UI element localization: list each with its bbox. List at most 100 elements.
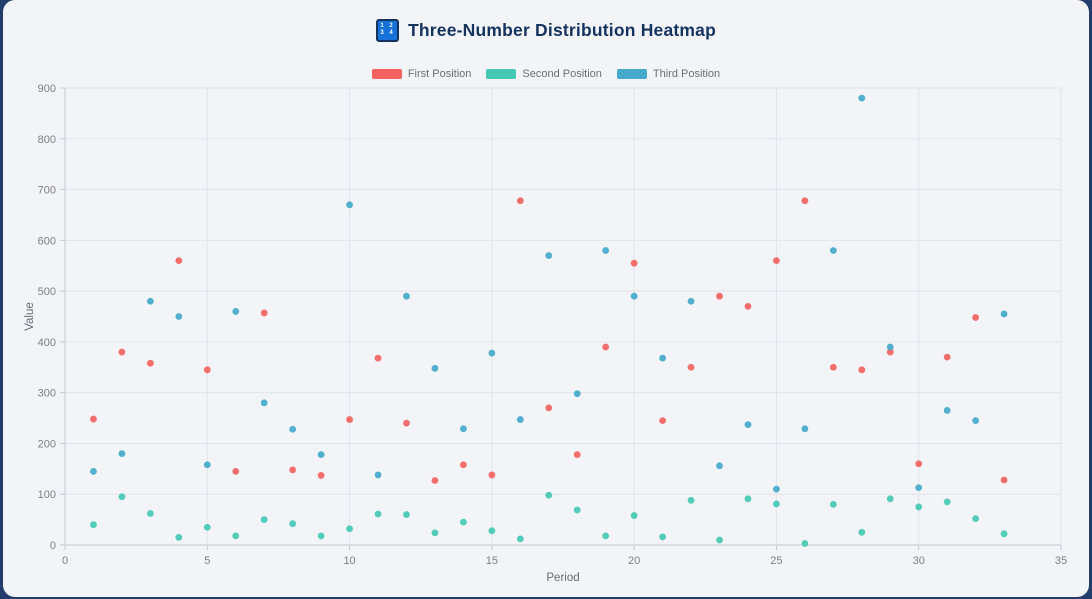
data-point[interactable] (403, 419, 410, 427)
data-point[interactable] (886, 495, 894, 503)
legend-item-first-position[interactable]: First Position (371, 68, 471, 80)
data-point[interactable] (972, 417, 980, 424)
data-point[interactable] (744, 302, 752, 310)
data-point[interactable] (943, 407, 951, 414)
data-point[interactable] (232, 308, 240, 315)
data-point[interactable] (232, 467, 240, 475)
data-point[interactable] (915, 460, 923, 468)
data-point[interactable] (90, 521, 97, 529)
data-point[interactable] (915, 503, 923, 511)
data-point[interactable] (460, 461, 467, 469)
data-point[interactable] (118, 493, 126, 501)
data-point[interactable] (829, 500, 837, 508)
data-point[interactable] (943, 353, 951, 361)
data-point[interactable] (146, 359, 154, 367)
data-point[interactable] (203, 461, 211, 469)
data-point[interactable] (460, 518, 467, 526)
data-point[interactable] (146, 510, 154, 517)
data-point[interactable] (1000, 476, 1008, 484)
data-point[interactable] (203, 366, 211, 374)
data-point[interactable] (260, 309, 268, 317)
data-point[interactable] (374, 471, 382, 479)
data-point[interactable] (260, 516, 268, 524)
data-point[interactable] (317, 451, 325, 459)
data-point[interactable] (915, 484, 923, 492)
data-point[interactable] (289, 520, 297, 528)
data-point[interactable] (118, 450, 126, 457)
data-point[interactable] (488, 471, 496, 479)
legend-item-third-position[interactable]: Third Position (616, 68, 720, 80)
data-point[interactable] (403, 511, 410, 518)
data-point[interactable] (317, 472, 325, 479)
data-point[interactable] (716, 292, 723, 300)
data-point[interactable] (346, 201, 353, 209)
data-point[interactable] (602, 343, 610, 351)
data-point[interactable] (716, 462, 723, 470)
data-point[interactable] (573, 506, 581, 514)
data-point[interactable] (659, 417, 666, 424)
data-point[interactable] (943, 498, 951, 506)
data-point[interactable] (289, 425, 297, 433)
data-point[interactable] (90, 415, 97, 423)
data-point[interactable] (972, 515, 980, 522)
data-point[interactable] (630, 259, 638, 267)
data-point[interactable] (659, 533, 666, 541)
data-point[interactable] (716, 536, 723, 544)
data-point[interactable] (801, 540, 809, 547)
data-point[interactable] (232, 532, 240, 540)
data-point[interactable] (687, 363, 695, 371)
data-point[interactable] (374, 354, 382, 362)
data-point[interactable] (972, 314, 980, 321)
data-point[interactable] (602, 247, 610, 254)
data-point[interactable] (431, 529, 439, 537)
data-point[interactable] (801, 425, 809, 433)
data-point[interactable] (858, 528, 866, 536)
data-point[interactable] (488, 527, 496, 535)
data-point[interactable] (317, 532, 325, 540)
data-point[interactable] (858, 94, 866, 102)
data-point[interactable] (431, 364, 439, 372)
legend-item-second-position[interactable]: Second Position (486, 68, 602, 80)
data-point[interactable] (545, 252, 553, 259)
data-point[interactable] (858, 366, 866, 374)
data-point[interactable] (886, 348, 894, 356)
data-point[interactable] (630, 512, 638, 519)
data-point[interactable] (829, 363, 837, 371)
data-point[interactable] (801, 197, 809, 205)
data-point[interactable] (687, 297, 695, 305)
data-point[interactable] (118, 348, 126, 356)
data-point[interactable] (460, 425, 467, 433)
data-point[interactable] (573, 390, 581, 398)
data-point[interactable] (602, 532, 610, 540)
data-point[interactable] (403, 292, 410, 300)
data-point[interactable] (773, 485, 780, 493)
data-point[interactable] (573, 451, 581, 459)
data-point[interactable] (829, 247, 837, 254)
data-point[interactable] (175, 313, 183, 320)
data-point[interactable] (260, 399, 268, 407)
data-point[interactable] (687, 496, 695, 504)
data-point[interactable] (431, 477, 439, 484)
data-point[interactable] (90, 467, 97, 475)
data-point[interactable] (289, 466, 297, 474)
data-point[interactable] (175, 257, 183, 265)
data-point[interactable] (545, 491, 553, 499)
data-point[interactable] (886, 343, 894, 351)
data-point[interactable] (516, 197, 524, 205)
data-point[interactable] (516, 535, 524, 543)
data-point[interactable] (744, 495, 752, 503)
data-point[interactable] (146, 297, 154, 305)
data-point[interactable] (1000, 530, 1008, 538)
data-point[interactable] (488, 349, 496, 357)
data-point[interactable] (773, 257, 780, 265)
data-point[interactable] (203, 523, 211, 531)
data-point[interactable] (346, 416, 353, 423)
data-point[interactable] (773, 500, 780, 508)
data-point[interactable] (659, 354, 666, 362)
data-point[interactable] (346, 525, 353, 533)
data-point[interactable] (630, 292, 638, 300)
data-point[interactable] (175, 533, 183, 541)
data-point[interactable] (744, 421, 752, 429)
data-point[interactable] (374, 510, 382, 518)
data-point[interactable] (545, 404, 553, 412)
